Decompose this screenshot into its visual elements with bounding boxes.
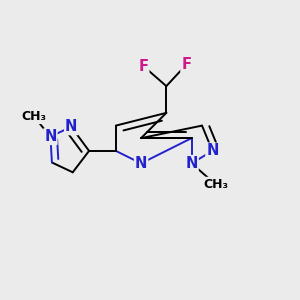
Text: CH₃: CH₃ (22, 110, 46, 123)
Text: N: N (65, 119, 77, 134)
Text: CH₃: CH₃ (203, 178, 228, 191)
Text: N: N (44, 129, 57, 144)
Text: N: N (185, 156, 198, 171)
Text: N: N (206, 143, 219, 158)
Text: F: F (139, 59, 148, 74)
Text: F: F (181, 57, 191, 72)
Text: N: N (135, 156, 147, 171)
